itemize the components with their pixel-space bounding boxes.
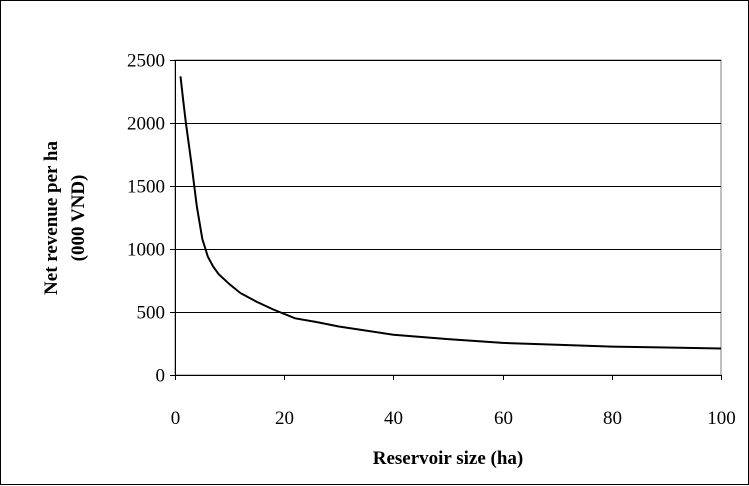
x-tick-label: 0 [171, 408, 181, 429]
y-tick-labels: 0 500 1000 1500 2000 2500 [127, 51, 165, 387]
y-tick-label: 0 [156, 366, 166, 387]
y-axis-title-line-2: (000 VND) [68, 175, 89, 262]
plot-area [174, 59, 722, 376]
y-tick-label: 1500 [127, 177, 165, 198]
y-axis-title-line-1: Net revenue per ha [41, 141, 62, 295]
x-tick-label: 60 [494, 408, 513, 429]
x-axis-title: Reservoir size (ha) [373, 448, 524, 469]
gridlines [175, 60, 721, 313]
axis-ticks [170, 60, 722, 380]
x-tick-label: 20 [275, 408, 294, 429]
y-tick-label: 2000 [127, 114, 165, 135]
x-tick-labels: 0 20 40 60 80 100 [171, 408, 736, 429]
y-tick-label: 1000 [127, 240, 165, 261]
x-tick-label: 80 [603, 408, 622, 429]
y-tick-label: 500 [137, 303, 166, 324]
series-line [179, 76, 722, 350]
y-tick-label: 2500 [127, 51, 165, 72]
x-tick-label: 40 [384, 408, 403, 429]
x-tick-label: 100 [707, 408, 736, 429]
